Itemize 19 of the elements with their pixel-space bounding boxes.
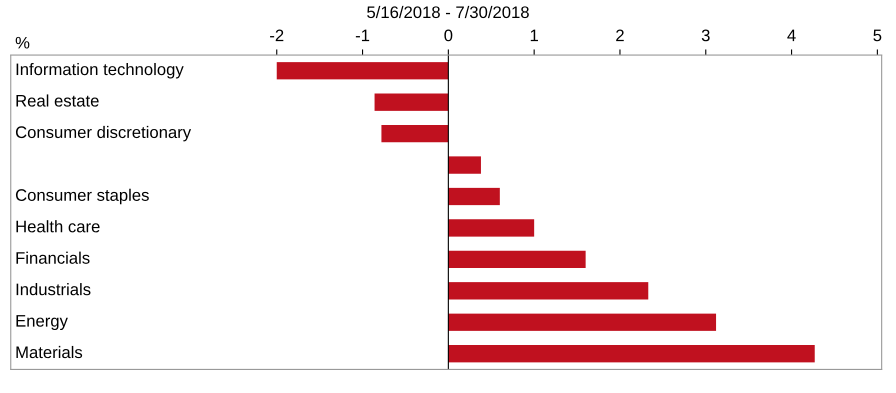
x-tick-label: 5 xyxy=(873,30,882,42)
chart-title: 5/16/2018 - 7/30/2018 xyxy=(367,6,529,18)
x-tick-label: 4 xyxy=(787,30,796,42)
x-tick-label: -1 xyxy=(356,30,370,42)
x-tick-label: 3 xyxy=(702,30,710,42)
y-tick-label: Information technology xyxy=(16,62,184,79)
y-tick-label: Health care xyxy=(16,220,100,232)
y-tick-label: Consumer staples xyxy=(16,188,149,204)
x-axis-title: % xyxy=(16,36,30,49)
y-tick-label: Real estate xyxy=(16,94,99,107)
x-tick-label: 1 xyxy=(530,30,538,42)
y-tick-label: Financials xyxy=(16,252,90,264)
x-tick-label: 0 xyxy=(444,30,452,42)
y-tick-label: Energy xyxy=(16,315,68,330)
y-tick-label: Consumer discretionary xyxy=(16,126,192,142)
x-tick-label: 2 xyxy=(616,30,624,42)
x-tick-label: -2 xyxy=(270,30,284,42)
y-tick-label: Industrials xyxy=(16,283,90,296)
y-tick-label: Materials xyxy=(16,346,82,358)
